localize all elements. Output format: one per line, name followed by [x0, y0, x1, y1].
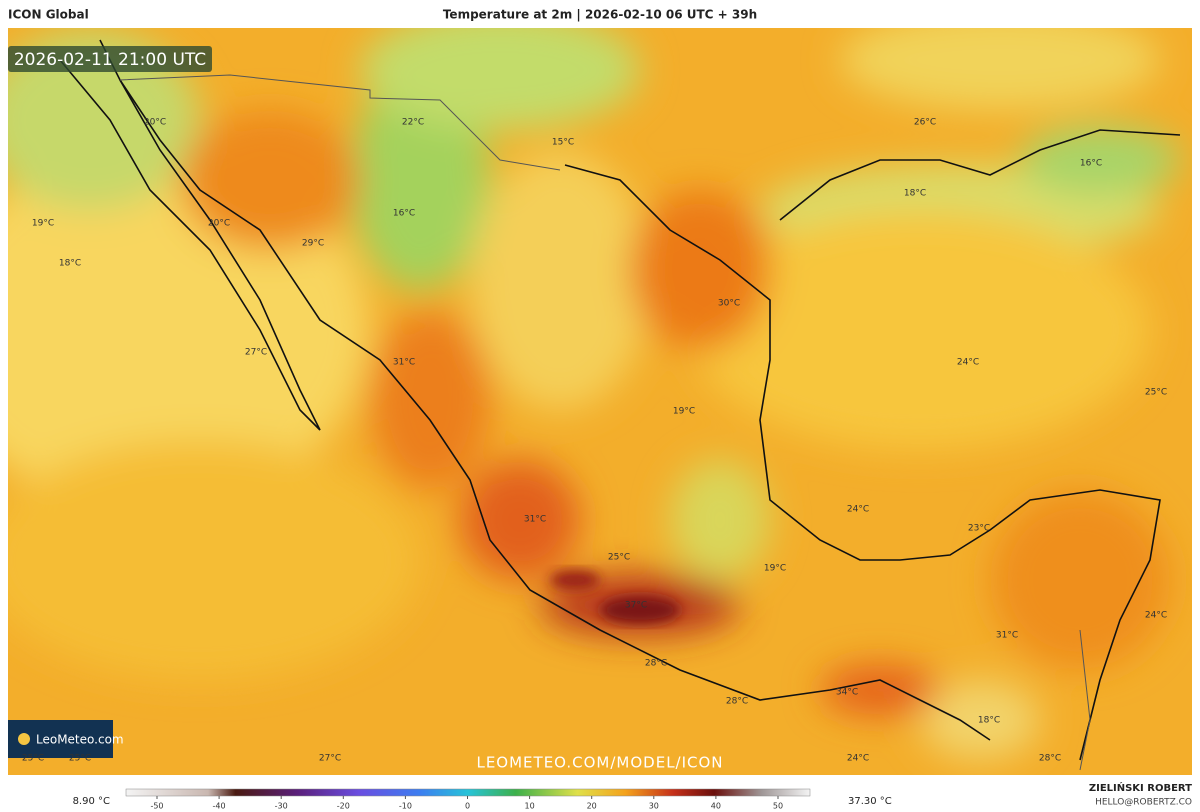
colorbar-max: 37.30 °C — [848, 796, 892, 807]
colorbar-min: 8.90 °C — [73, 796, 110, 807]
logo-text: LeoMeteo.com — [36, 733, 124, 747]
temperature-label: 18°C — [59, 259, 81, 269]
temperature-label: 16°C — [393, 209, 415, 219]
temperature-label: 25°C — [69, 754, 91, 764]
temperature-label: 19°C — [32, 219, 54, 229]
temperature-label: 29°C — [302, 239, 324, 249]
temperature-label: 25°C — [22, 754, 44, 764]
author: ZIELIŃSKI ROBERT — [1089, 781, 1192, 794]
temperature-label: 16°C — [1080, 159, 1102, 169]
temperature-label: 20°C — [208, 219, 230, 229]
temperature-label: 31°C — [393, 358, 415, 368]
temperature-label: 19°C — [673, 407, 695, 417]
temperature-label: 28°C — [645, 659, 667, 669]
temperature-label: 23°C — [968, 524, 990, 534]
temperature-label: 27°C — [245, 348, 267, 358]
temperature-label: 25°C — [608, 553, 630, 563]
temperature-label: 24°C — [1145, 611, 1167, 621]
temperature-label: 31°C — [524, 515, 546, 525]
model-name: ICON Global — [8, 8, 89, 22]
colorbar-tick-label: -10 — [399, 802, 412, 811]
time-badge — [8, 46, 212, 72]
temperature-label: 20°C — [144, 118, 166, 128]
colorbar-tick-label: -50 — [150, 802, 163, 811]
temperature-label: 34°C — [836, 688, 858, 698]
colorbar — [125, 788, 811, 797]
temperature-label: 15°C — [552, 138, 574, 148]
temperature-label: 31°C — [996, 631, 1018, 641]
map-title: Temperature at 2m | 2026-02-10 06 UTC + … — [443, 8, 757, 22]
valid-time: 2026-02-11 21:00 UTC — [14, 50, 206, 70]
colorbar-tick-label: 30 — [649, 802, 659, 811]
temperature-label: 18°C — [904, 189, 926, 199]
coastline — [59, 39, 1181, 761]
temperature-label: 30°C — [718, 299, 740, 309]
colorbar-tick-label: 40 — [711, 802, 721, 811]
colorbar-tick-label: 10 — [525, 802, 535, 811]
temperature-label: 24°C — [957, 358, 979, 368]
colorbar-tick-label: 50 — [773, 802, 783, 811]
temperature-label: 25°C — [1145, 388, 1167, 398]
temperature-label: 28°C — [726, 697, 748, 707]
temperature-label: 22°C — [402, 118, 424, 128]
email: HELLO@ROBERTZ.CO — [1095, 798, 1192, 808]
colorbar-tick-label: -30 — [275, 802, 288, 811]
source-url: LEOMETEO.COM/MODEL/ICON — [476, 754, 723, 772]
temperature-label: 27°C — [319, 754, 341, 764]
borders — [119, 74, 1091, 771]
temperature-label: 24°C — [847, 754, 869, 764]
temperature-label: 28°C — [1039, 754, 1061, 764]
colorbar-tick-label: 0 — [465, 802, 470, 811]
temperature-label: 26°C — [914, 118, 936, 128]
colorbar-tick-label: -40 — [213, 802, 226, 811]
colorbar-tick-label: -20 — [337, 802, 350, 811]
temperature-label: 18°C — [978, 716, 1000, 726]
logo-icon — [18, 733, 30, 745]
temperature-label: 37°C — [625, 601, 647, 611]
temperature-label: 24°C — [847, 505, 869, 515]
temperature-map: LeoMeteo.com — [8, 28, 1192, 775]
colorbar-tick-label: 20 — [587, 802, 597, 811]
temperature-label: 19°C — [764, 564, 786, 574]
